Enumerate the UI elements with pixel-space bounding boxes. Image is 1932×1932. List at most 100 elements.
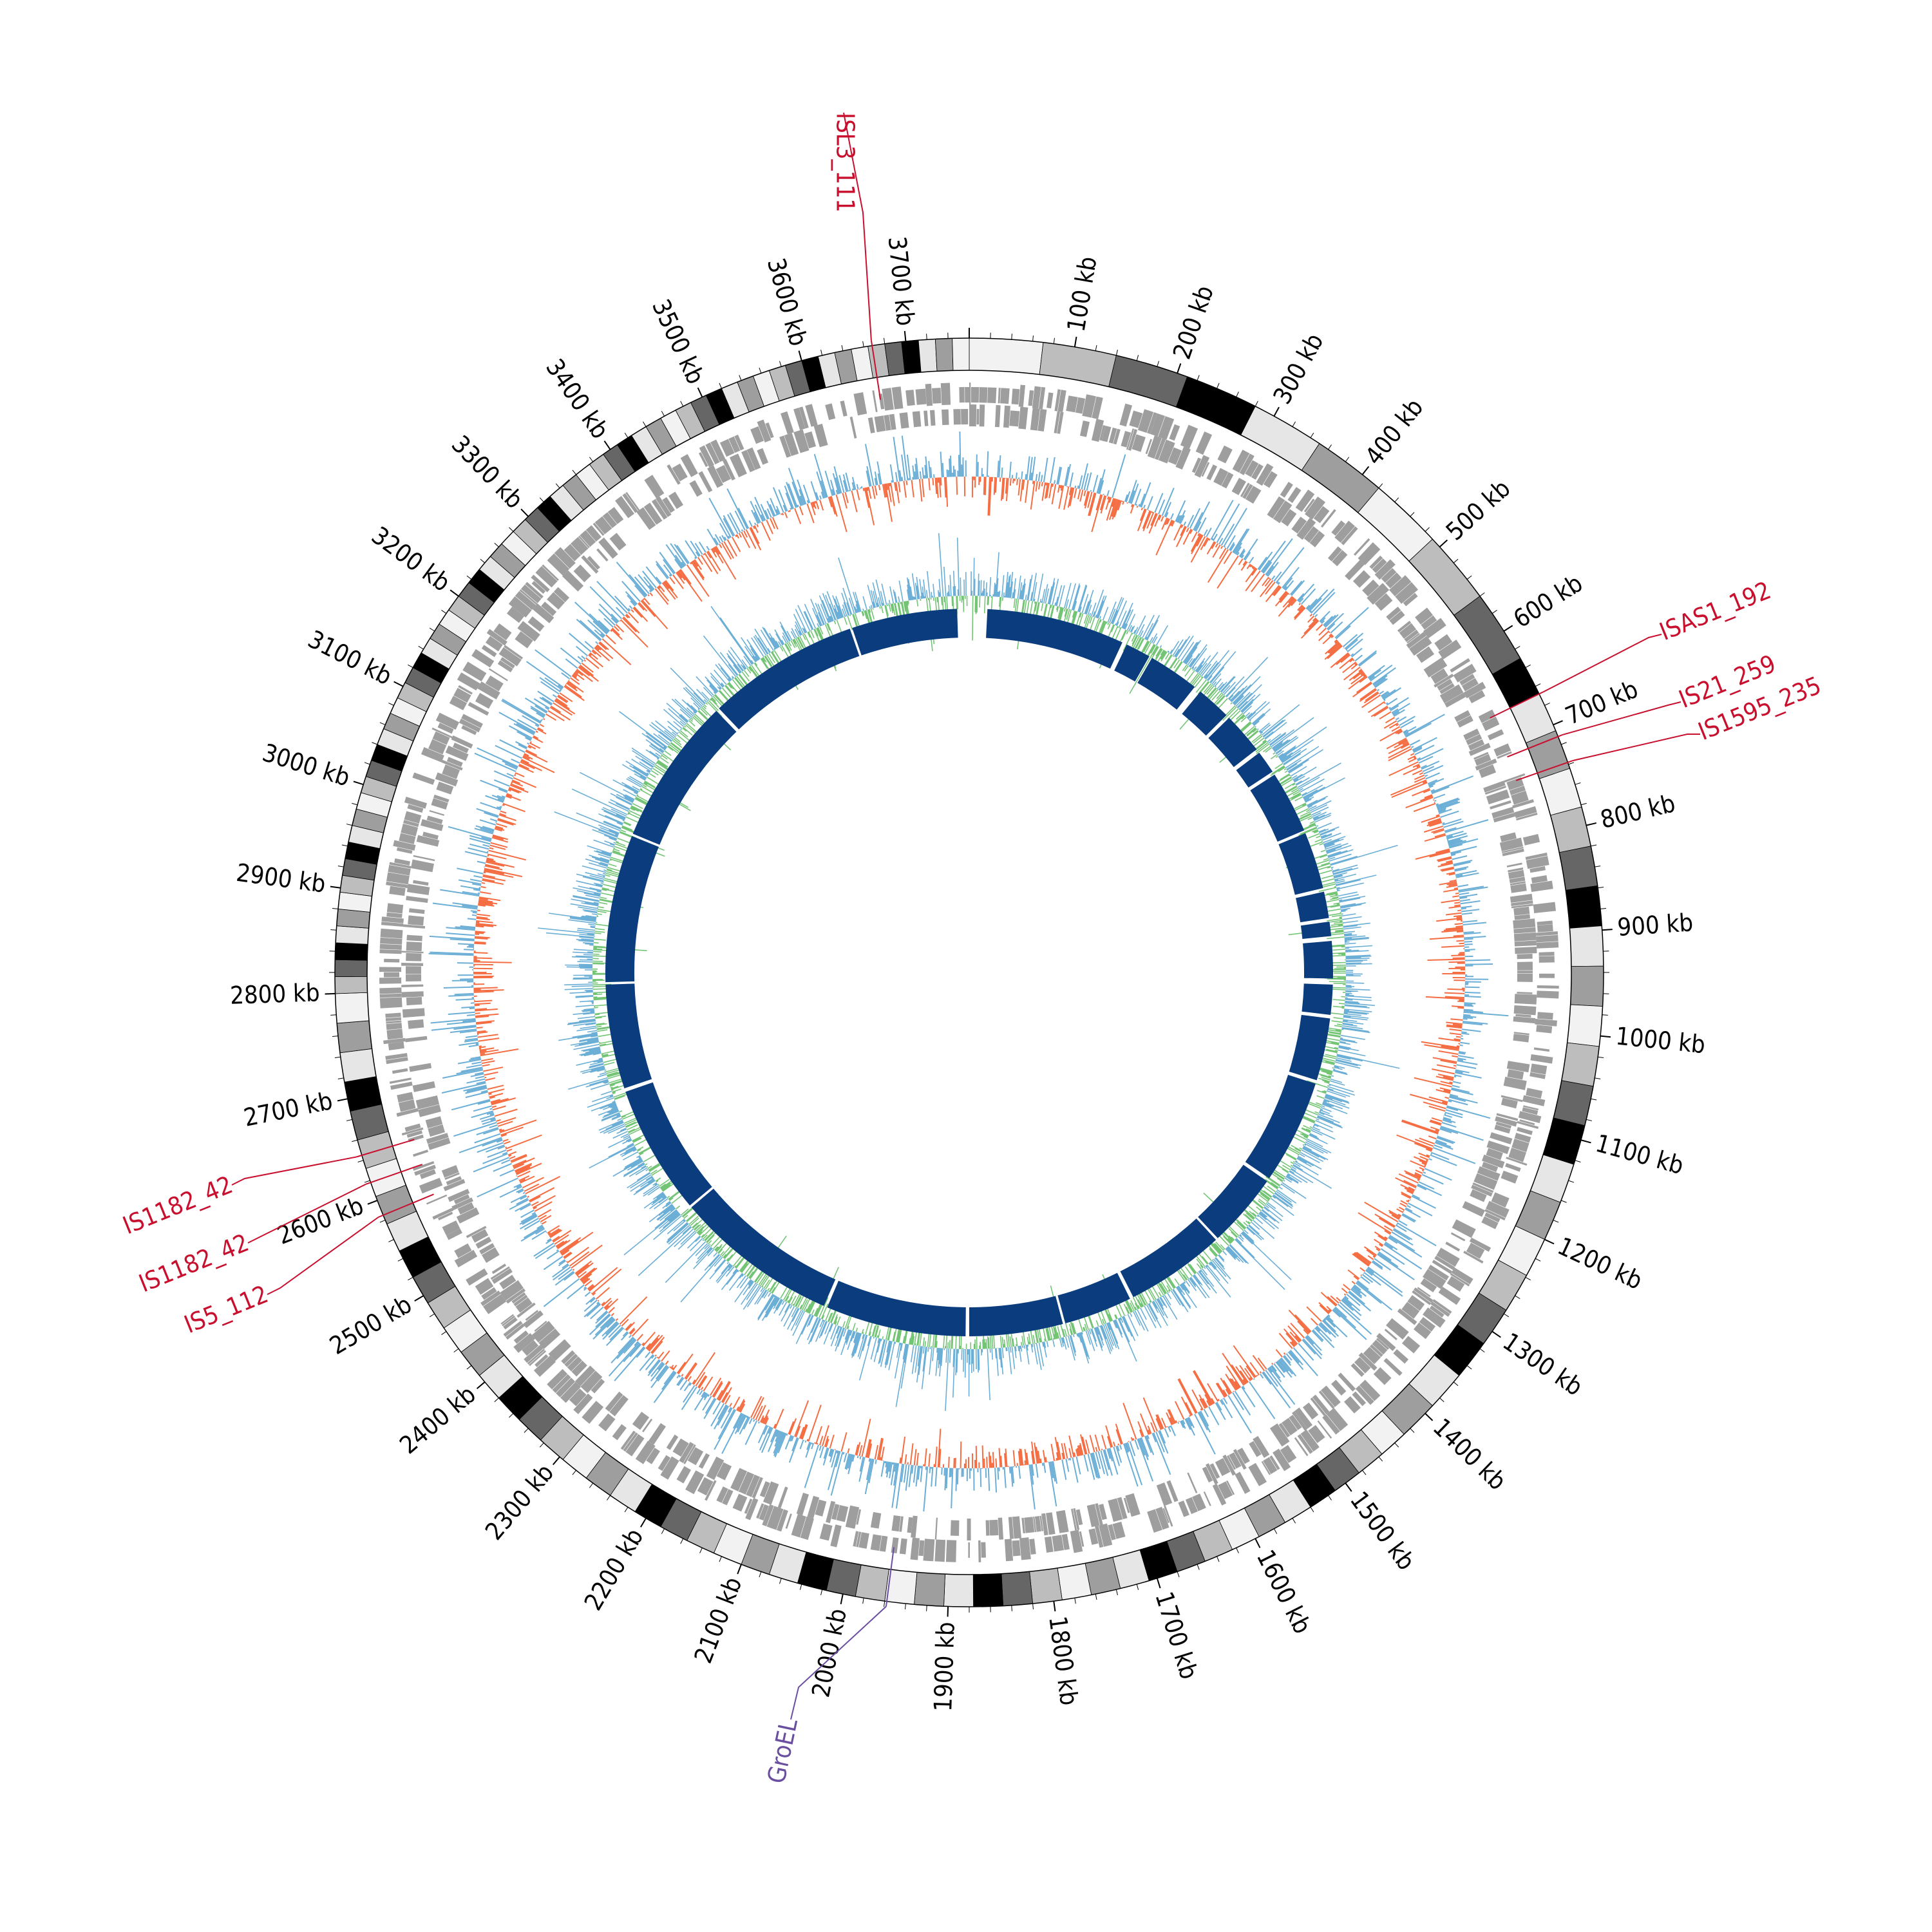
minor-tick [884,337,886,344]
minor-tick [494,1397,499,1403]
gene-block [1536,1025,1553,1034]
gene-block [699,445,714,468]
gene-block [891,1537,899,1554]
gene-block [1539,952,1555,956]
gene-block [523,1310,544,1329]
gene-block [961,409,969,425]
gene-block [1117,1497,1128,1520]
gene-block [891,386,904,410]
gene-block [707,465,724,488]
gene-block [987,387,997,403]
major-tick [1602,929,1613,931]
minor-tick [357,1160,364,1162]
gene-block [1261,1461,1271,1475]
minor-tick [1310,432,1314,439]
gene-block [1251,464,1264,480]
gene-block [408,915,424,926]
gene-block [1129,410,1143,428]
minor-tick [388,1239,394,1242]
minor-tick [1136,355,1139,361]
gene-block [504,645,524,660]
gene-block [676,1466,692,1484]
minor-tick [1394,1443,1399,1448]
tick-label: 3700 kb [883,235,920,327]
alignment-block [1198,1164,1267,1238]
gene-block [1526,856,1549,869]
feature-label: IS1182_42 [119,1170,237,1240]
gene-block [483,1294,507,1314]
gene-block [401,991,424,998]
gene-block [643,502,663,525]
gene-block [979,404,985,427]
gene-block [1490,1132,1513,1144]
minor-tick [1273,1528,1278,1534]
gene-block [1415,607,1434,625]
tick-label: 2100 kb [688,1573,747,1667]
gene-block [1413,1287,1434,1303]
gene-block [1029,1539,1036,1555]
major-tick [1273,406,1280,417]
gene-block [1510,881,1526,886]
gene-block [741,450,755,473]
gene-block [1009,410,1020,427]
gene-block [905,390,915,406]
gene-block [436,781,454,795]
gene-block [443,1179,466,1191]
gene-block [1191,457,1202,473]
major-tick [1503,625,1513,632]
gene-block [1158,439,1175,464]
gene-block [1226,1480,1235,1495]
gene-block [1474,753,1492,766]
gene-block [1401,1302,1420,1319]
feature-marker [870,340,882,400]
gene-block [1507,1069,1524,1080]
minor-tick [346,824,352,826]
minor-tick [624,1506,629,1513]
gene-block [1248,1463,1267,1486]
gene-block [1126,428,1135,450]
gene-block [379,949,402,954]
gene-block [826,1501,836,1524]
gene-block [485,675,504,692]
gene-block [1508,869,1525,879]
gene-block [446,1228,462,1240]
gene-block [1317,1420,1332,1439]
major-tick [947,1606,949,1617]
ideogram-band [334,942,368,961]
gene-block [499,1274,516,1290]
minor-tick [643,421,647,427]
gene-block [907,1517,913,1533]
gene-block [1463,728,1480,741]
gene-block [644,475,665,498]
tick-label: 1500 kb [1345,1486,1421,1575]
gene-block [1514,914,1530,920]
gene-block [1046,1512,1056,1535]
gene-block [1506,1061,1530,1073]
minor-tick [1115,1589,1118,1596]
gene-block [402,924,426,929]
gene-block [759,1481,770,1498]
feature-label: IS5_112 [180,1280,272,1339]
gene-block [1338,1372,1356,1392]
gene-block [535,566,558,588]
gene-block [705,1480,717,1501]
gene-block [454,1249,478,1268]
gene-block [1075,1509,1083,1526]
gene-block [1459,674,1475,686]
gene-block [1194,455,1210,478]
gene-block [475,1236,492,1249]
gene-block [968,1542,970,1558]
gene-block [1245,486,1262,504]
gene-block [1192,1493,1206,1511]
gene-block [389,862,412,869]
ideogram-band [335,992,370,1024]
gene-block [466,1226,487,1238]
gene-block [532,603,554,623]
gene-block [1484,1212,1501,1223]
gene-block [672,463,688,482]
gene-block [379,993,402,998]
alignment-block [1057,1273,1130,1323]
gene-block [1147,435,1162,459]
minor-tick [661,1528,665,1534]
feature-leader-line [1543,634,1662,692]
